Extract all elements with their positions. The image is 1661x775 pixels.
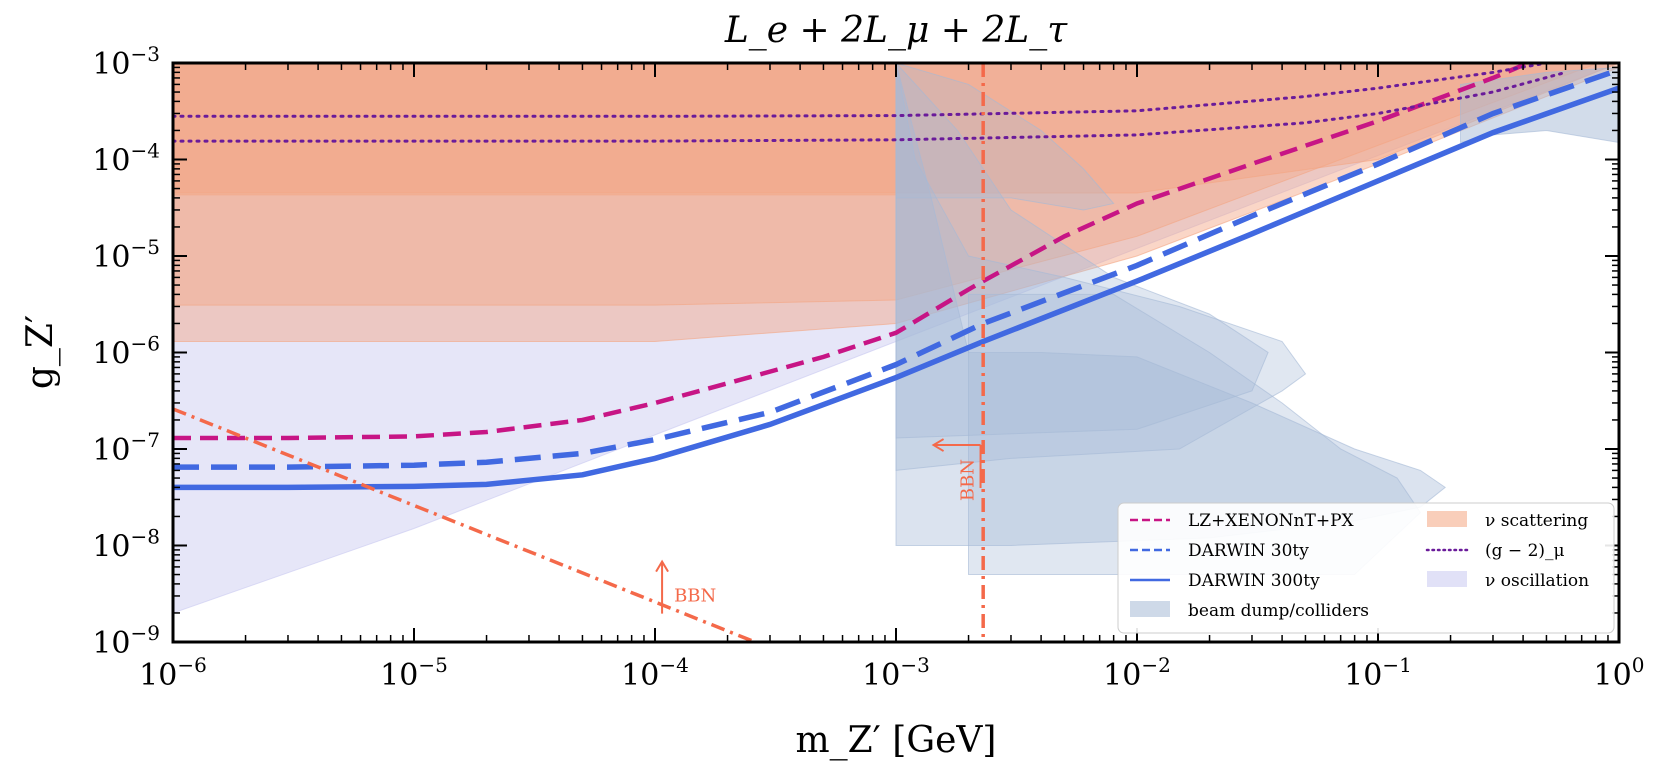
sensitivity-curves (173, 63, 1619, 491)
x-tick-label: 10−3 (862, 653, 930, 693)
nu-scattering-region-3 (173, 63, 897, 196)
legend-label-darwin-300ty: DARWIN 300ty (1188, 571, 1320, 591)
bbn-arrow-up (655, 559, 669, 614)
y-tick-label: 10−8 (92, 525, 160, 565)
curve-darwin-30ty (173, 67, 1619, 470)
curve-g-2-muon-lower (173, 70, 1567, 143)
y-tick-label: 10−5 (92, 235, 160, 275)
legend-label-darwin-30ty: DARWIN 30ty (1188, 541, 1309, 561)
bbn-arrow-left (931, 438, 982, 489)
legend-swatch--scattering (1427, 511, 1467, 527)
x-tick-label: 10−1 (1344, 653, 1412, 693)
x-tick-label: 10−4 (621, 653, 689, 693)
y-tick-label: 10−6 (92, 332, 160, 372)
legend-swatch--oscillation (1427, 571, 1467, 587)
bbn-annotations: BBN BBN (655, 438, 982, 614)
y-tick-label: 10−9 (92, 621, 160, 661)
legend-swatch-beam-dump-colliders (1130, 601, 1170, 617)
curve-lz-xenonnt-px (173, 63, 1530, 441)
legend: LZ+XENONnT+PX DARWIN 30ty DARWIN 300ty beam… (1117, 502, 1615, 634)
bbn-line-diagonal (173, 407, 756, 642)
x-tick-label: 100 (1594, 653, 1645, 693)
axis-ticks (172, 62, 1620, 643)
legend-label-beam-dump-colliders: beam dump/colliders (1188, 601, 1369, 621)
curve-darwin-300ty (173, 85, 1619, 491)
nu-scattering-region-2 (173, 63, 1601, 306)
y-axis-label: g_Z′ (20, 315, 61, 389)
x-tick-label: 10−2 (1103, 653, 1171, 693)
y-tick-label: 10−4 (92, 139, 160, 179)
legend-label-lz-xenonnt-px: LZ+XENONnT+PX (1188, 511, 1355, 531)
legend-label--scattering: ν scattering (1485, 511, 1588, 531)
beam-dump-region-2 (895, 63, 1307, 471)
bbn-label-vertical: BBN (958, 459, 979, 501)
x-axis-label: m_Z′ [GeV] (796, 720, 997, 761)
bbn-label-diagonal: BBN (674, 586, 716, 607)
legend-box (1117, 502, 1615, 634)
bbn-lines (173, 63, 985, 642)
legend-label--g-2-: (g − 2)_μ (1485, 541, 1565, 561)
x-tick-label: 10−6 (139, 653, 207, 693)
beam-dump-region-3 (895, 63, 1269, 439)
beam-dump-region-6 (1460, 66, 1619, 144)
chart-title: L_e + 2L_μ + 2L_τ (724, 10, 1068, 51)
legend-label--oscillation: ν oscillation (1485, 571, 1589, 591)
curve-g-2-muon-upper (173, 63, 1548, 118)
x-tick-label: 10−5 (380, 653, 448, 693)
y-tick-label: 10−7 (92, 428, 160, 468)
y-tick-label: 10−3 (92, 42, 160, 82)
x-tick-labels: 10−6 10−5 10−4 10−3 10−2 10−1 100 (139, 653, 1644, 693)
y-tick-labels: 10−9 10−8 10−7 10−6 10−5 10−4 10−3 (92, 42, 160, 661)
